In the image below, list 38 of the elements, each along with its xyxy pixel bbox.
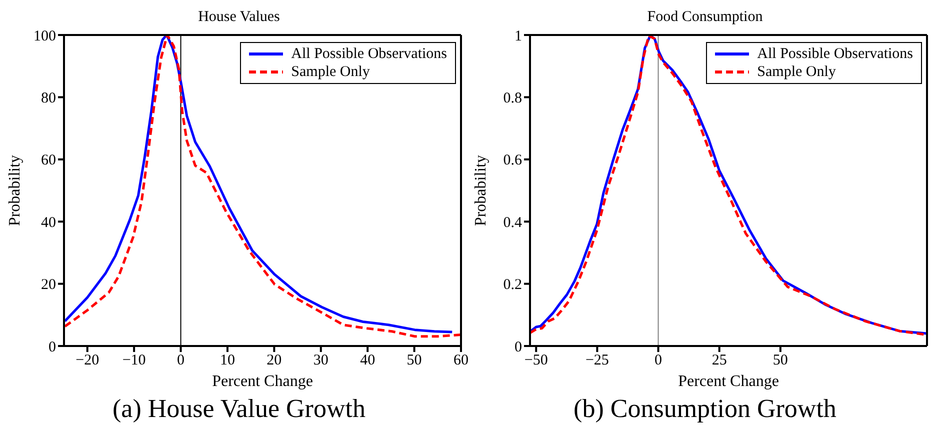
x-tick-label: 40	[360, 352, 376, 369]
y-tick-label: 0	[48, 339, 56, 356]
legend-label: Sample Only	[757, 63, 836, 81]
x-axis-title: Percent Change	[678, 373, 779, 390]
x-tick-label: 0	[654, 352, 662, 369]
legend-label: All Possible Observations	[757, 45, 913, 63]
x-tick-label: −50	[524, 352, 548, 369]
x-tick-label: 25	[712, 352, 727, 369]
legend-label: All Possible Observations	[291, 45, 447, 63]
y-tick-label: 0.8	[503, 90, 522, 107]
x-tick-label: 0	[177, 352, 185, 369]
y-tick-label: 60	[41, 152, 56, 169]
x-tick-label: −10	[122, 352, 146, 369]
x-tick-label: 20	[266, 352, 282, 369]
x-axis-title: Percent Change	[212, 373, 313, 390]
y-tick-label: 0.2	[503, 277, 522, 294]
x-tick-label: −20	[76, 352, 100, 369]
y-axis-title: Probability	[472, 154, 490, 226]
x-tick-label: 50	[406, 352, 422, 369]
x-tick-label: 30	[313, 352, 328, 369]
x-tick-label: 10	[220, 352, 235, 369]
y-tick-label: 40	[41, 214, 56, 231]
y-tick-label: 0.4	[503, 214, 522, 231]
x-tick-label: 60	[454, 352, 468, 369]
y-tick-label: 100	[34, 28, 56, 44]
y-tick-label: 0.6	[503, 152, 522, 169]
x-tick-label: −25	[585, 352, 609, 369]
chart-title: House Values	[197, 8, 281, 26]
y-tick-label: 80	[41, 90, 56, 107]
y-tick-label: 1	[514, 28, 522, 44]
x-tick-label: 50	[772, 352, 788, 369]
text: (a) House Value Growth	[112, 394, 366, 424]
legend-label: Sample Only	[291, 63, 370, 81]
y-tick-label: 0	[514, 339, 522, 356]
y-axis-title: Probability	[6, 154, 24, 226]
chart-title: Food Consumption	[646, 8, 764, 26]
y-tick-label: 20	[41, 277, 56, 294]
text: (b) Consumption Growth	[572, 394, 838, 424]
